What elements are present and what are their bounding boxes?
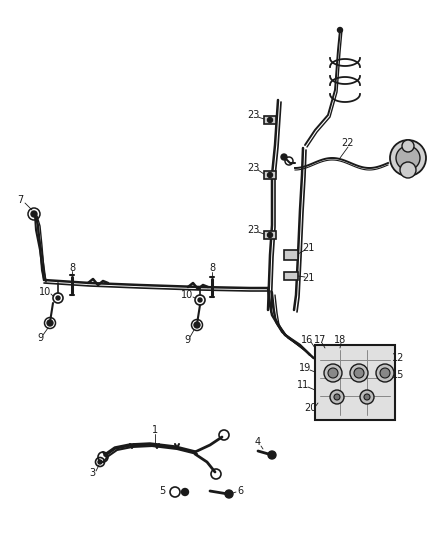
Text: 11: 11 xyxy=(297,380,309,390)
Circle shape xyxy=(364,394,370,400)
Circle shape xyxy=(380,368,390,378)
Circle shape xyxy=(390,140,426,176)
Text: 10: 10 xyxy=(181,290,193,300)
Text: 9: 9 xyxy=(37,333,43,343)
Text: 8: 8 xyxy=(209,263,215,273)
Text: 19: 19 xyxy=(299,363,311,373)
Text: 23: 23 xyxy=(247,225,259,235)
Text: 22: 22 xyxy=(342,138,354,148)
Text: 16: 16 xyxy=(301,335,313,345)
Text: 21: 21 xyxy=(302,243,314,253)
Circle shape xyxy=(338,28,343,33)
Text: 3: 3 xyxy=(89,468,95,478)
Circle shape xyxy=(31,211,37,217)
Circle shape xyxy=(354,368,364,378)
Circle shape xyxy=(268,232,272,238)
Circle shape xyxy=(268,451,276,459)
Circle shape xyxy=(281,154,287,160)
Circle shape xyxy=(268,173,272,177)
Text: 7: 7 xyxy=(17,195,23,205)
Circle shape xyxy=(225,490,233,498)
Text: 4: 4 xyxy=(255,437,261,447)
Text: 1: 1 xyxy=(152,425,158,435)
Circle shape xyxy=(324,364,342,382)
Circle shape xyxy=(396,146,420,170)
Bar xyxy=(284,250,298,260)
Text: 9: 9 xyxy=(184,335,190,345)
Circle shape xyxy=(181,489,188,496)
Text: 12: 12 xyxy=(392,353,404,363)
Circle shape xyxy=(56,296,60,300)
Circle shape xyxy=(330,390,344,404)
Text: 20: 20 xyxy=(304,403,316,413)
Circle shape xyxy=(376,364,394,382)
Bar xyxy=(264,231,276,239)
Circle shape xyxy=(350,364,368,382)
Text: 23: 23 xyxy=(247,110,259,120)
Text: 6: 6 xyxy=(237,486,243,496)
Circle shape xyxy=(198,298,202,302)
Text: 10: 10 xyxy=(39,287,51,297)
Text: 5: 5 xyxy=(159,486,165,496)
Text: 18: 18 xyxy=(334,335,346,345)
Text: 17: 17 xyxy=(314,335,326,345)
Circle shape xyxy=(402,140,414,152)
Circle shape xyxy=(98,460,102,464)
Text: 15: 15 xyxy=(392,370,404,380)
FancyBboxPatch shape xyxy=(315,345,395,420)
Circle shape xyxy=(400,162,416,178)
Text: 23: 23 xyxy=(247,163,259,173)
Bar xyxy=(264,116,276,124)
Circle shape xyxy=(334,394,340,400)
Bar xyxy=(264,171,276,179)
Text: 21: 21 xyxy=(302,273,314,283)
Text: 8: 8 xyxy=(69,263,75,273)
Circle shape xyxy=(360,390,374,404)
Circle shape xyxy=(328,368,338,378)
Bar xyxy=(284,272,298,280)
Circle shape xyxy=(47,320,53,326)
Circle shape xyxy=(268,117,272,123)
Circle shape xyxy=(194,322,200,328)
